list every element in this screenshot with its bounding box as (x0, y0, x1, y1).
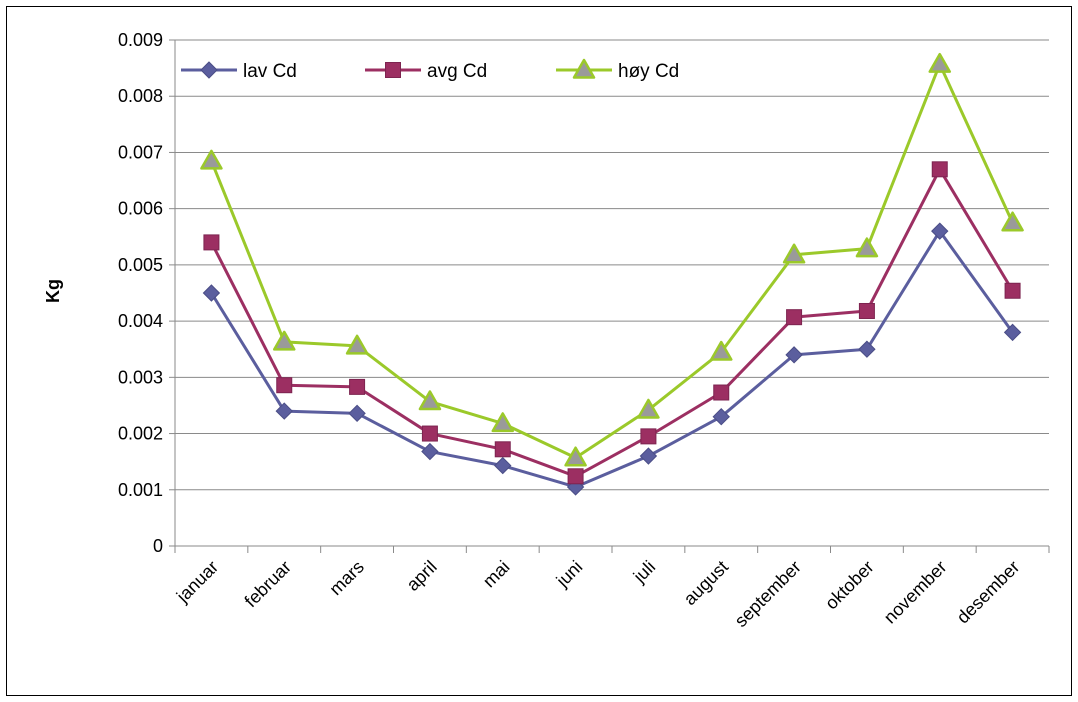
axes (169, 39, 1050, 553)
x-tick-labels: januar februar mars april mai juni juli augusts… (172, 557, 1023, 631)
gridlines (175, 39, 1049, 491)
data-point (710, 340, 733, 361)
x-tick-label: februar (241, 557, 295, 611)
y-tick-label: 0.009 (118, 30, 163, 50)
data-point (640, 428, 657, 445)
data-point (572, 58, 596, 79)
series-3 (200, 52, 1024, 467)
data-point (494, 456, 512, 475)
y-tick-label: 0.005 (118, 255, 163, 275)
data-point (1003, 323, 1022, 342)
data-point (855, 237, 879, 258)
y-axis-title: Kg (43, 279, 63, 303)
x-tick-label: november (880, 557, 951, 628)
data-point (931, 161, 948, 178)
data-point (421, 425, 438, 442)
data-point (276, 377, 293, 394)
data-point (494, 441, 511, 458)
y-tick-label: 0.002 (118, 424, 163, 444)
x-tick-label: desember (953, 557, 1024, 628)
data-point (418, 390, 442, 411)
data-point (1004, 282, 1021, 299)
legend-background (176, 52, 724, 92)
y-tick-label: 0 (153, 536, 163, 556)
data-point (273, 330, 296, 351)
data-point (928, 52, 951, 73)
y-tick-label: 0.007 (118, 142, 163, 162)
data-point (491, 412, 514, 433)
y-tick-label: 0.008 (118, 86, 163, 106)
y-tick-label: 0.003 (118, 367, 163, 387)
data-point (200, 149, 223, 170)
series-group (200, 52, 1024, 496)
data-point (858, 340, 876, 358)
data-point (785, 346, 803, 364)
data-point (567, 468, 584, 485)
x-tick-label: juni (552, 557, 587, 592)
data-point (786, 309, 803, 326)
x-tick-label: mars (325, 557, 367, 599)
x-tick-label: juli (629, 557, 659, 587)
data-point (421, 442, 439, 461)
y-tick-label: 0.004 (118, 311, 163, 331)
y-tick-label: 0.001 (118, 480, 163, 500)
legend: lav Cd avg Cd høy Cd (176, 52, 724, 92)
data-point (782, 243, 806, 264)
data-point (1001, 211, 1024, 232)
data-point (349, 378, 366, 395)
line-chart: 0 0.001 0.002 0.003 0.004 0.005 0.006 0.007 0.00… (43, 30, 1050, 631)
legend-label: høy Cd (618, 61, 679, 82)
y-tick-labels: 0 0.001 0.002 0.003 0.004 0.005 0.006 0.007 0.00… (118, 30, 163, 556)
chart-frame: 0 0.001 0.002 0.003 0.004 0.005 0.006 0.007 0.00… (6, 6, 1072, 696)
data-point (931, 222, 949, 240)
data-point (348, 404, 366, 423)
series-2 (203, 161, 1021, 485)
data-point (385, 62, 401, 78)
y-tick-label: 0.006 (118, 199, 163, 219)
data-point (200, 61, 218, 79)
x-tick-label: august (680, 557, 732, 609)
x-tick-label: april (403, 557, 441, 595)
legend-item-2: avg Cd (365, 61, 487, 82)
data-point (564, 446, 587, 467)
x-tick-label: september (731, 557, 805, 631)
data-point (639, 447, 658, 465)
data-point (637, 398, 660, 419)
data-point (712, 407, 730, 426)
x-tick-label: mai (479, 557, 514, 592)
x-tick-label: januar (172, 557, 222, 607)
data-point (275, 402, 293, 420)
legend-label: lav Cd (243, 61, 297, 82)
series-line (210, 229, 1014, 489)
series-1 (202, 222, 1022, 496)
data-point (202, 284, 221, 302)
series-line (210, 167, 1014, 478)
legend-item-3: høy Cd (556, 58, 679, 82)
x-tick-label: oktober (821, 557, 878, 614)
data-point (203, 234, 220, 251)
legend-item-1: lav Cd (181, 61, 297, 82)
series-line (210, 62, 1014, 460)
data-point (345, 334, 369, 355)
data-point (713, 384, 730, 401)
legend-label: avg Cd (427, 61, 487, 82)
data-point (858, 302, 875, 319)
